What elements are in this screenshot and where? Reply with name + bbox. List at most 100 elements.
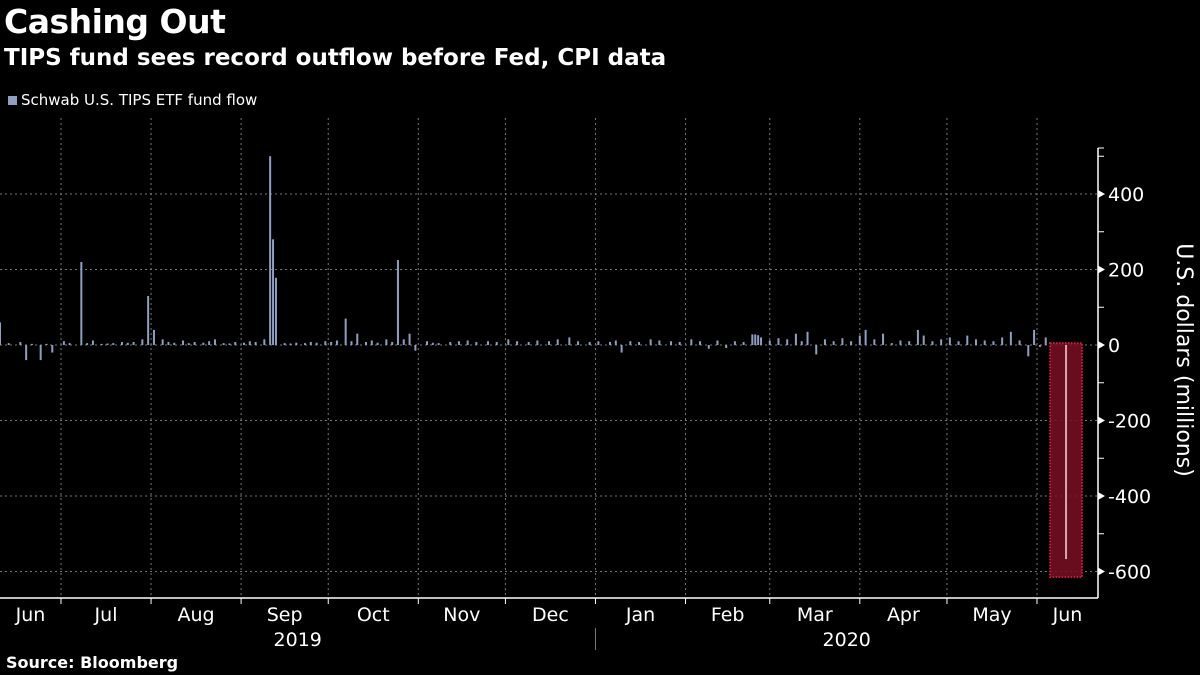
- bar: [760, 337, 763, 345]
- bar: [274, 277, 277, 345]
- bar: [670, 341, 672, 345]
- bar: [243, 342, 245, 345]
- bar: [86, 343, 89, 345]
- bar: [248, 341, 251, 345]
- bar: [823, 339, 826, 345]
- bar: [568, 337, 571, 345]
- bar: [283, 343, 286, 345]
- bar: [908, 341, 911, 345]
- bar: [30, 343, 33, 345]
- bar: [254, 341, 257, 345]
- bar: [437, 343, 440, 345]
- bar: [548, 341, 550, 345]
- bar: [51, 345, 54, 353]
- x-month-label: Jun: [1052, 604, 1083, 626]
- x-year-label: 2019: [274, 629, 322, 651]
- bar: [940, 339, 943, 345]
- bar: [19, 341, 22, 345]
- bar: [426, 341, 428, 345]
- bar: [1044, 337, 1047, 345]
- bar: [832, 341, 835, 345]
- bar: [147, 295, 150, 345]
- x-month-label: Sep: [267, 604, 303, 626]
- bar: [408, 333, 411, 345]
- bar: [983, 340, 986, 345]
- bar: [1001, 337, 1004, 345]
- bar: [335, 340, 338, 345]
- bar: [132, 341, 135, 345]
- chart-subtitle: TIPS fund sees record outflow before Fed…: [4, 45, 667, 71]
- y-tick-marker: [1098, 265, 1105, 274]
- bar: [330, 341, 333, 345]
- bar: [45, 343, 48, 345]
- bar: [385, 339, 388, 345]
- bar: [966, 335, 969, 345]
- bar: [768, 340, 771, 345]
- y-tick-label: 0: [1108, 335, 1120, 357]
- bar: [777, 338, 780, 345]
- bar: [699, 341, 702, 345]
- legend: Schwab U.S. TIPS ETF fund flow: [8, 91, 257, 109]
- bar: [182, 340, 184, 345]
- y-tick-label: 400: [1108, 184, 1144, 206]
- chart-title: Cashing Out: [4, 2, 226, 41]
- bar: [800, 341, 803, 345]
- bar: [873, 339, 876, 345]
- bar: [431, 342, 434, 345]
- bar: [100, 343, 103, 345]
- bar: [126, 342, 129, 345]
- bar: [7, 343, 10, 345]
- bar: [754, 334, 757, 345]
- bar: [922, 335, 925, 345]
- bar: [370, 340, 373, 345]
- bar: [948, 337, 951, 345]
- bar: [222, 343, 225, 345]
- bar: [1018, 340, 1021, 345]
- bar: [794, 333, 797, 345]
- bar: [815, 345, 818, 355]
- bar: [1009, 331, 1012, 345]
- bar: [228, 343, 231, 345]
- bar: [173, 342, 176, 345]
- bar: [957, 341, 960, 345]
- x-month-label: Nov: [443, 604, 480, 626]
- bar: [658, 340, 661, 345]
- bar: [350, 341, 353, 345]
- bar: [106, 343, 109, 345]
- bar: [536, 340, 539, 345]
- x-month-label: Jul: [94, 604, 118, 626]
- bar: [91, 340, 94, 345]
- x-month-label: Mar: [797, 604, 833, 626]
- bar: [68, 343, 71, 345]
- bar: [295, 342, 298, 345]
- bar: [213, 339, 216, 345]
- x-year-label: 2020: [823, 629, 871, 651]
- bar: [112, 343, 115, 345]
- bar: [25, 345, 28, 361]
- bar: [733, 341, 736, 345]
- bar: [678, 341, 681, 345]
- bar: [975, 339, 977, 345]
- y-tick-label: -200: [1108, 411, 1151, 433]
- y-tick-marker: [1098, 341, 1105, 349]
- bar: [39, 345, 42, 361]
- bar: [1027, 345, 1030, 357]
- bar: [806, 331, 809, 345]
- bar: [396, 260, 399, 345]
- bar: [344, 318, 347, 345]
- x-month-label: Jun: [15, 604, 46, 626]
- bar: [786, 339, 789, 345]
- y-axis-label: U.S. dollars (millions): [1171, 243, 1196, 477]
- bar: [609, 341, 611, 345]
- bar: [304, 343, 306, 345]
- bar: [202, 342, 205, 345]
- bar: [167, 341, 170, 345]
- y-tick-label: 200: [1108, 260, 1144, 282]
- bar: [620, 345, 623, 353]
- bar: [269, 156, 272, 345]
- bar: [614, 340, 617, 345]
- bar: [324, 341, 327, 345]
- x-month-label: Apr: [887, 604, 920, 626]
- y-tick-label: -400: [1108, 486, 1151, 508]
- bar: [391, 341, 394, 345]
